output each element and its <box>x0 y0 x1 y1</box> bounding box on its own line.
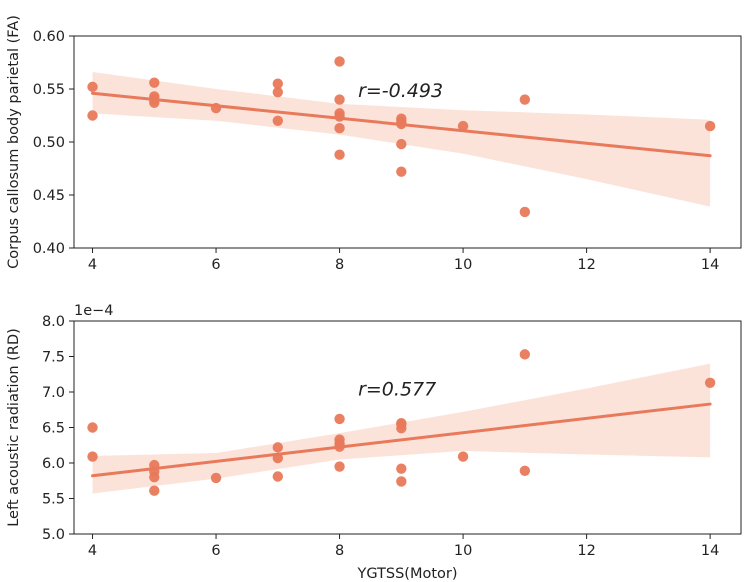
panel-top: 4 6 8 10 12 14 0.400.450.500.550.60 r=-0.493 … <box>6 15 742 273</box>
y-tick-label: 0.60 <box>33 29 65 45</box>
x-tick-label: 6 <box>211 257 220 273</box>
data-point <box>334 149 345 160</box>
data-point <box>149 485 160 496</box>
data-point <box>87 422 98 433</box>
data-point <box>334 56 345 67</box>
y-tick-label: 0.55 <box>33 82 65 98</box>
data-point <box>396 166 407 177</box>
y-tick-label: 7.0 <box>42 385 65 401</box>
annotation-label: r=-0.493 <box>358 80 443 102</box>
x-tick-label: 14 <box>701 543 719 559</box>
data-point <box>149 472 160 483</box>
data-point <box>272 115 284 127</box>
y-tick-label: 6.0 <box>42 456 65 472</box>
data-point <box>87 451 98 462</box>
x-tick-label: 8 <box>335 543 344 559</box>
x-tick-label: 4 <box>88 543 97 559</box>
data-point <box>704 120 716 132</box>
x-tick-label: 8 <box>335 257 344 273</box>
data-point <box>87 110 98 121</box>
x-tick-label: 6 <box>211 543 220 559</box>
data-point <box>396 418 407 430</box>
data-point <box>396 463 407 474</box>
x-tick-label: 12 <box>577 543 595 559</box>
data-point <box>272 471 284 482</box>
data-point <box>272 78 284 89</box>
y-axis-title: Left acoustic radiation (RD) <box>6 328 22 527</box>
data-point <box>272 86 284 98</box>
y-tick-label: 5.5 <box>42 492 65 508</box>
x-tick-label: 14 <box>701 257 719 273</box>
offset-text: 1e−4 <box>74 303 114 319</box>
y-axis-title: Corpus callosum body parietal (FA) <box>6 15 22 269</box>
x-tick-label: 12 <box>577 257 595 273</box>
data-point <box>334 461 345 472</box>
x-tick-label: 10 <box>454 257 472 273</box>
y-tick-label: 8.0 <box>42 314 65 330</box>
y-tick-label: 7.5 <box>42 350 65 366</box>
data-point <box>519 206 531 218</box>
data-point <box>334 123 345 134</box>
data-point <box>704 377 716 388</box>
data-point <box>334 413 345 425</box>
data-point <box>149 77 160 88</box>
x-axis-title: YGTSS(Motor) <box>356 566 457 582</box>
data-point <box>396 476 407 487</box>
x-tick-label: 4 <box>88 257 97 273</box>
data-point <box>396 138 407 150</box>
data-point <box>519 465 531 477</box>
data-point <box>457 451 469 462</box>
y-tick-label: 6.5 <box>42 421 65 437</box>
y-tick-label: 0.45 <box>33 188 65 204</box>
y-tick-label: 0.50 <box>33 135 65 151</box>
panel-bottom: 4 6 8 10 12 14 5.05.56.06.57.07.58.0 r=0.577 … <box>6 303 742 582</box>
data-point <box>519 94 531 105</box>
annotation-label: r=0.577 <box>358 378 436 400</box>
regression-line <box>91 91 712 158</box>
data-point <box>334 94 345 105</box>
data-point <box>519 349 531 360</box>
data-point <box>210 472 222 484</box>
data-point <box>272 442 284 453</box>
y-tick-label: 5.0 <box>42 527 65 543</box>
data-point <box>457 120 469 132</box>
x-tick-label: 10 <box>454 543 472 559</box>
regression-line <box>91 402 712 478</box>
data-point <box>87 81 98 93</box>
y-tick-label: 0.40 <box>33 241 65 257</box>
